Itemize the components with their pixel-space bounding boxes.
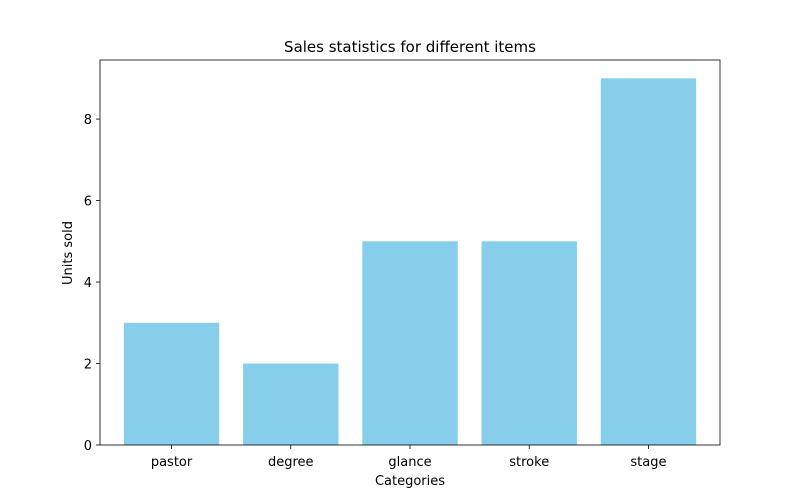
y-tick-label: 8: [84, 113, 92, 128]
y-tick-label: 6: [84, 195, 92, 210]
bar-stroke: [481, 241, 577, 445]
x-tick-label: degree: [268, 455, 314, 470]
x-axis-label: Categories: [375, 474, 445, 489]
y-tick-label: 2: [84, 358, 92, 373]
chart-title: Sales statistics for different items: [284, 38, 536, 56]
bar-degree: [243, 363, 339, 445]
x-tick-label: pastor: [151, 455, 193, 470]
x-tick-label: stroke: [509, 455, 549, 470]
plot-frame: [99, 59, 721, 446]
y-tick-label: 4: [84, 276, 92, 291]
x-tick-label: glance: [388, 455, 431, 470]
y-axis-ticks: 0 2 4 6 8: [84, 113, 100, 454]
y-tick-label: 0: [84, 439, 92, 454]
bar-pastor: [123, 322, 220, 445]
x-axis-ticks: pastor degree glance stroke stage: [151, 445, 667, 470]
bar-stage: [600, 78, 697, 445]
y-axis-label: Units sold: [61, 221, 76, 285]
bars-group: [123, 78, 697, 445]
x-tick-label: stage: [630, 455, 666, 470]
bar-glance: [362, 241, 458, 445]
